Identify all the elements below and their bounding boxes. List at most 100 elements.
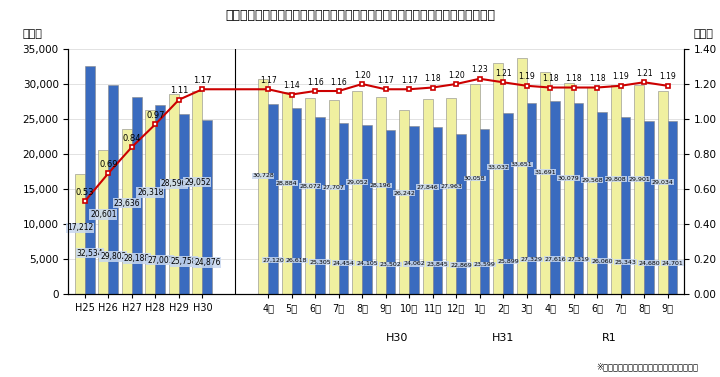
Bar — [179, 114, 189, 294]
Bar — [132, 97, 142, 294]
Text: 23,845: 23,845 — [427, 262, 449, 267]
Text: 1.21: 1.21 — [636, 69, 652, 78]
Bar — [503, 113, 513, 294]
Text: 1.17: 1.17 — [260, 76, 276, 85]
Bar — [169, 94, 179, 294]
Bar — [386, 130, 395, 294]
Text: 24,876: 24,876 — [194, 258, 220, 267]
Text: 25,343: 25,343 — [615, 260, 636, 265]
Text: 25,899: 25,899 — [497, 259, 519, 264]
Bar — [634, 85, 644, 294]
Text: 26,060: 26,060 — [591, 259, 613, 264]
Text: 0.53: 0.53 — [76, 188, 94, 197]
Text: 24,454: 24,454 — [333, 261, 354, 266]
Text: 1.18: 1.18 — [565, 74, 582, 83]
Text: 28,884: 28,884 — [276, 180, 297, 185]
Text: 1.20: 1.20 — [448, 70, 464, 80]
Bar — [611, 85, 621, 294]
Bar — [85, 66, 95, 294]
Bar — [362, 125, 372, 294]
Bar — [469, 84, 480, 294]
Text: 1.14: 1.14 — [283, 81, 300, 90]
Text: 0.69: 0.69 — [99, 160, 117, 169]
Bar — [597, 112, 607, 294]
Text: 29,034: 29,034 — [652, 180, 673, 185]
Text: 1.23: 1.23 — [471, 65, 488, 74]
Text: 24,062: 24,062 — [403, 261, 425, 266]
Bar — [376, 97, 386, 294]
Text: 27,120: 27,120 — [262, 257, 284, 262]
Text: 32,534: 32,534 — [76, 248, 103, 257]
Bar — [202, 120, 212, 294]
Text: 28,072: 28,072 — [300, 184, 321, 188]
Text: 28,196: 28,196 — [370, 183, 392, 188]
Bar — [122, 129, 132, 294]
Text: （倍）: （倍） — [693, 29, 713, 39]
Bar — [564, 83, 574, 294]
Bar — [667, 121, 678, 294]
Text: H31: H31 — [492, 333, 514, 343]
Text: 33,651: 33,651 — [510, 162, 533, 167]
Text: 27,319: 27,319 — [567, 257, 590, 262]
Text: 25,305: 25,305 — [309, 260, 331, 265]
Bar — [192, 90, 202, 294]
Bar — [446, 98, 456, 294]
Text: 29,808: 29,808 — [605, 177, 626, 182]
Text: 26,318: 26,318 — [138, 188, 163, 197]
Text: 27,963: 27,963 — [440, 184, 462, 189]
Text: ※資料出所：沖縄労働局「労働市場の動き」: ※資料出所：沖縄労働局「労働市場の動き」 — [596, 362, 698, 371]
Text: 1.19: 1.19 — [518, 72, 535, 81]
Bar — [526, 103, 536, 294]
Text: 23,502: 23,502 — [379, 262, 402, 267]
Text: 26,618: 26,618 — [286, 258, 307, 263]
Text: 29,901: 29,901 — [629, 176, 650, 181]
Text: 1.11: 1.11 — [170, 86, 188, 95]
Bar — [621, 116, 631, 294]
Text: 1.20: 1.20 — [354, 70, 371, 80]
Bar — [588, 87, 597, 294]
Text: 1.19: 1.19 — [660, 72, 676, 81]
Text: 1.17: 1.17 — [193, 76, 212, 85]
Bar — [550, 101, 560, 294]
Text: 29,802: 29,802 — [100, 252, 127, 261]
Text: 33,032: 33,032 — [487, 164, 509, 169]
Bar — [315, 117, 325, 294]
Bar — [433, 127, 443, 294]
Bar — [517, 58, 526, 294]
Text: 1.18: 1.18 — [424, 74, 441, 83]
Text: 30,079: 30,079 — [558, 176, 580, 181]
Text: 29,052: 29,052 — [184, 178, 211, 187]
Text: （図３）有効求人数・有効求職者数、有効求人倍率（季調値）の推移【沖縄県】: （図３）有効求人数・有効求職者数、有効求人倍率（季調値）の推移【沖縄県】 — [225, 9, 495, 22]
Bar — [456, 134, 466, 294]
Bar — [258, 79, 268, 294]
Text: 29,052: 29,052 — [346, 180, 368, 185]
Text: 25,758: 25,758 — [171, 257, 197, 266]
Bar — [268, 104, 278, 294]
Bar — [493, 63, 503, 294]
Text: 20,601: 20,601 — [90, 210, 117, 219]
Text: 27,707: 27,707 — [323, 185, 345, 190]
Bar — [145, 110, 156, 294]
Bar — [657, 91, 667, 294]
Text: 1.16: 1.16 — [307, 78, 323, 87]
Text: 23,636: 23,636 — [114, 199, 140, 208]
Bar — [282, 92, 292, 294]
Text: 1.21: 1.21 — [495, 69, 511, 78]
Text: 26,242: 26,242 — [393, 190, 415, 196]
Bar — [329, 100, 338, 294]
Bar — [540, 72, 550, 294]
Text: 29,568: 29,568 — [581, 178, 603, 183]
Text: 27,616: 27,616 — [544, 257, 566, 262]
Bar — [423, 99, 433, 294]
Text: 27,846: 27,846 — [417, 184, 438, 189]
Bar — [480, 129, 490, 294]
Text: 30,058: 30,058 — [464, 176, 485, 181]
Bar — [399, 110, 409, 294]
Text: 28,188: 28,188 — [124, 254, 150, 263]
Text: 31,691: 31,691 — [534, 170, 556, 175]
Text: 1.18: 1.18 — [541, 74, 559, 83]
Bar — [409, 126, 419, 294]
Text: H30: H30 — [386, 333, 408, 343]
Text: 0.84: 0.84 — [122, 134, 141, 143]
Text: 27,001: 27,001 — [147, 256, 174, 265]
